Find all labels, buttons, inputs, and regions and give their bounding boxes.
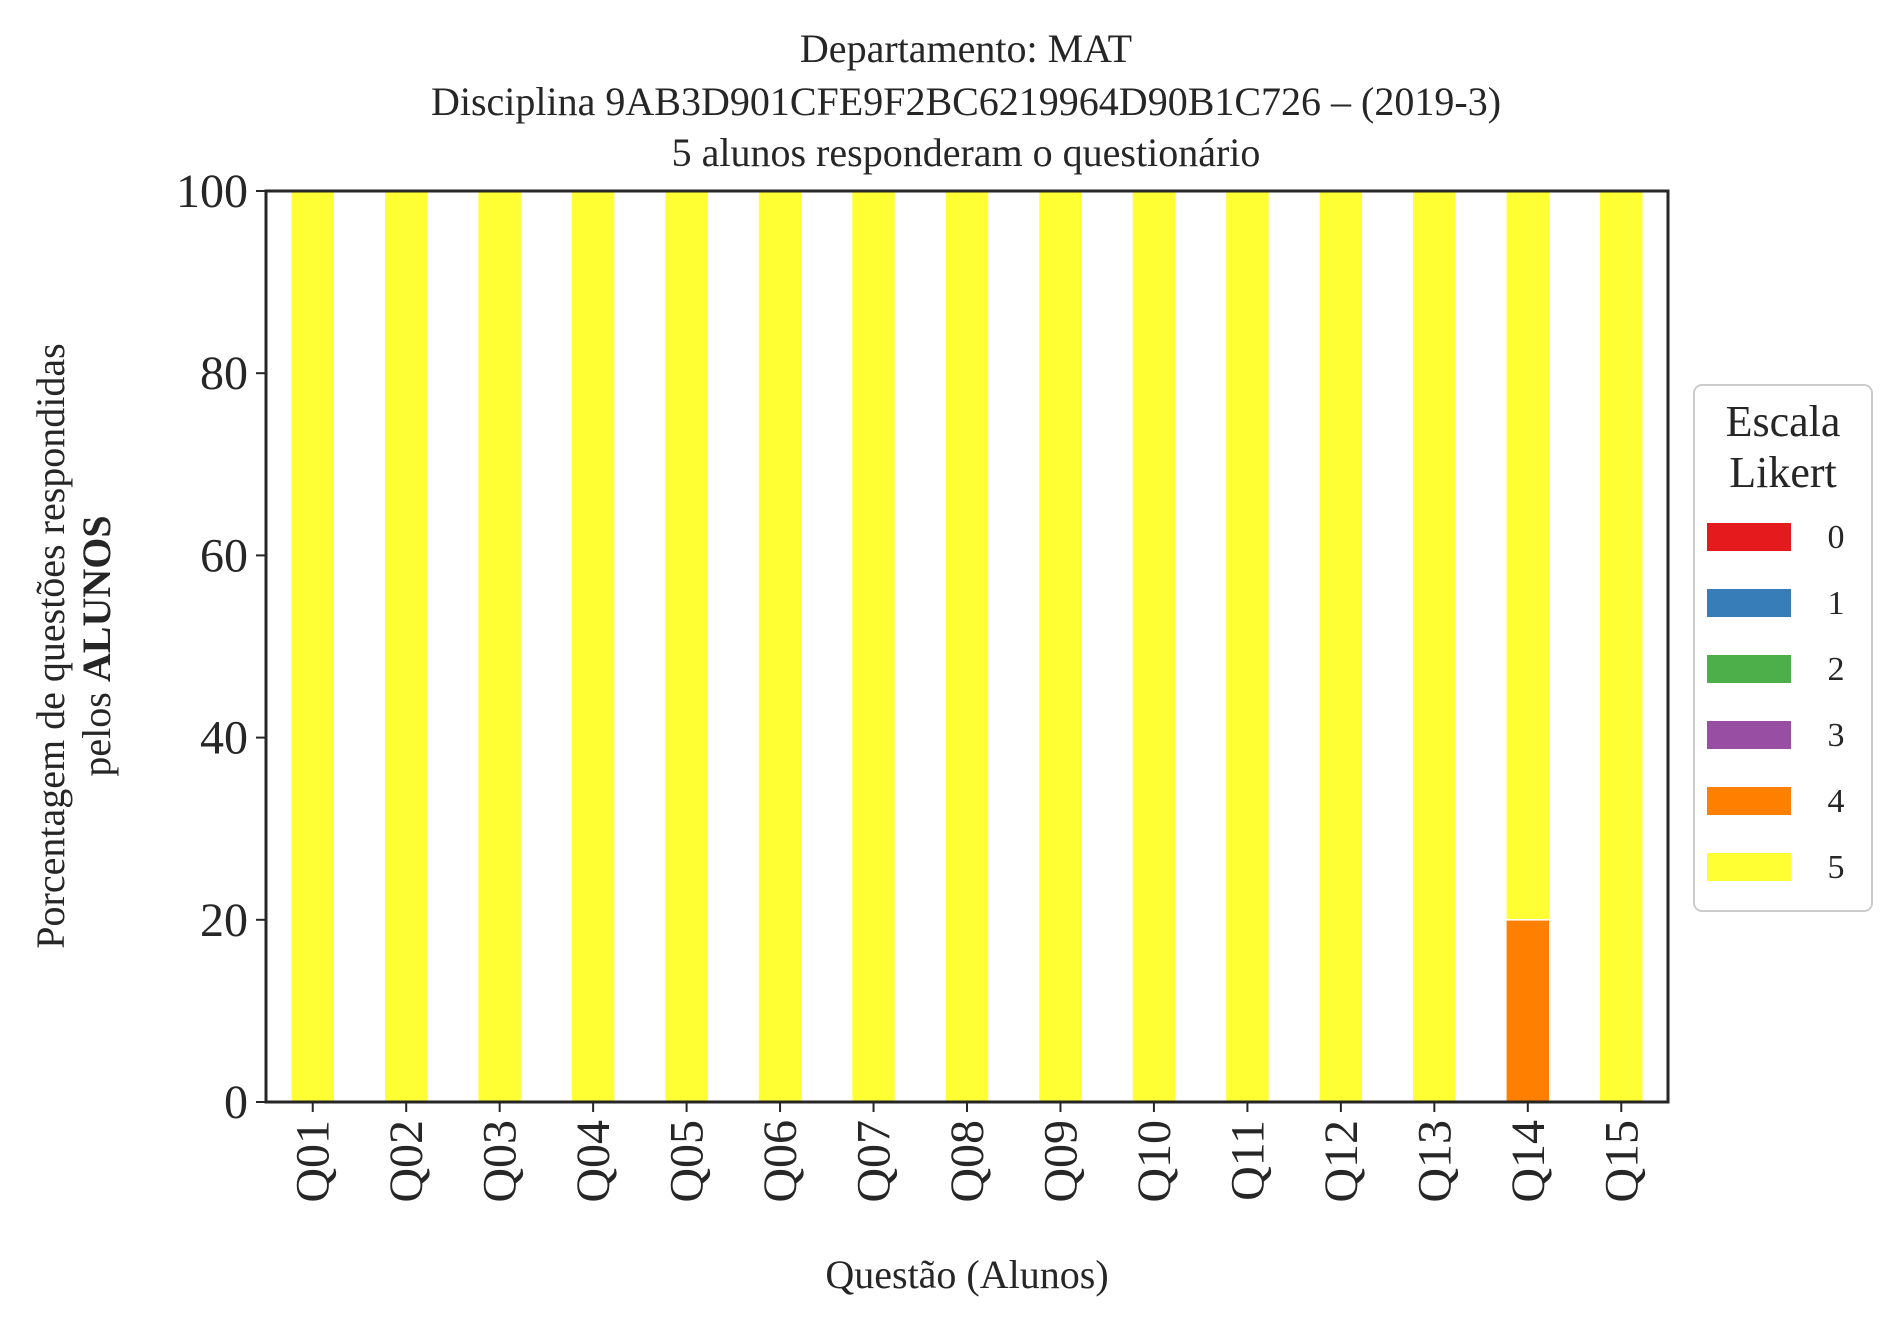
bar-q14-series-5 [1505,190,1551,921]
x-tick-label-q11: Q11 [1221,1120,1274,1201]
bar-q08-series-5 [944,190,990,1103]
bar-q03-series-5 [476,190,523,1103]
x-tick-label-q03: Q03 [474,1120,527,1203]
x-tick-label-q15: Q15 [1595,1120,1648,1203]
legend-label-2: 2 [1828,651,1845,688]
title-line-3: 5 alunos responderam o questionário [672,130,1261,175]
y-axis-label-line-1: Porcentagem de questões respondidas [28,343,73,948]
bar-q09-series-5 [1037,190,1084,1103]
x-axis-label: Questão (Alunos) [825,1252,1108,1297]
y-axis-label-line-2: pelos ALUNOS [74,515,119,776]
bars-layer [290,190,1644,1103]
bar-q07-series-5 [850,190,897,1103]
chart-title: Departamento: MAT Disciplina 9AB3D901CFE… [431,26,1501,175]
legend: Escala Likert 0 1 2 3 4 5 [1693,384,1873,912]
legend-box [1693,384,1873,912]
y-axis-label: Porcentagem de questões respondidas pelo… [28,343,119,948]
x-tick-label-q10: Q10 [1128,1120,1181,1203]
x-tick-label-q04: Q04 [567,1120,620,1203]
y-tick-label-0: 0 [224,1076,248,1129]
x-tick-label-q05: Q05 [661,1120,714,1203]
legend-label-0: 0 [1828,519,1845,556]
y-tick-label-40: 40 [200,712,248,765]
y-tick-label-60: 60 [200,529,248,582]
title-line-2: Disciplina 9AB3D901CFE9F2BC6219964D90B1C… [431,79,1501,124]
bar-q14-series-4 [1505,919,1551,1103]
legend-swatch-1 [1707,589,1791,617]
x-tick-label-q14: Q14 [1502,1120,1555,1203]
bar-q10-series-5 [1131,190,1177,1103]
x-tick-label-q08: Q08 [941,1120,994,1203]
legend-swatch-3 [1707,721,1791,749]
x-tick-label-q01: Q01 [287,1120,340,1203]
x-tick-label-q13: Q13 [1408,1120,1461,1203]
y-tick-label-100: 100 [176,165,248,218]
y-axis-ticks: 0 20 40 60 80 100 [176,165,266,1129]
plot-frame [264,189,1670,1104]
legend-swatch-0 [1707,523,1791,551]
x-axis-ticks: Q01 Q02 Q03 Q04 Q05 Q06 Q07 Q08 Q09 Q10 Q11 Q12 Q13 Q… [287,1102,1648,1203]
x-tick-label-q09: Q09 [1034,1120,1087,1203]
x-tick-label-q12: Q12 [1315,1120,1368,1203]
legend-items: 0 1 2 3 4 5 [1707,519,1845,886]
legend-title-line-1: Escala [1726,397,1841,446]
bar-q12-series-5 [1318,190,1364,1103]
bar-q15-series-5 [1598,190,1644,1103]
bar-q06-series-5 [757,190,803,1103]
legend-swatch-5 [1707,853,1791,881]
bar-q11-series-5 [1224,190,1271,1103]
legend-swatch-4 [1707,787,1791,815]
bar-q13-series-5 [1411,190,1458,1103]
bar-q02-series-5 [383,190,429,1103]
title-line-1: Departamento: MAT [800,26,1132,71]
bar-q01-series-5 [290,190,336,1103]
x-tick-label-q02: Q02 [380,1120,433,1203]
legend-title-line-2: Likert [1729,448,1837,497]
legend-swatch-2 [1707,655,1791,683]
y-tick-label-20: 20 [200,894,248,947]
legend-label-1: 1 [1828,585,1845,622]
legend-label-3: 3 [1828,717,1845,754]
legend-label-4: 4 [1828,783,1845,820]
y-tick-label-80: 80 [200,347,248,400]
bar-q04-series-5 [570,190,616,1103]
bar-q05-series-5 [663,190,710,1103]
y-axis-label-bold: ALUNOS [74,515,119,682]
x-tick-label-q06: Q06 [754,1120,807,1203]
y-axis-label-prefix: pelos [74,682,119,776]
x-tick-label-q07: Q07 [848,1120,901,1203]
legend-label-5: 5 [1828,849,1845,886]
